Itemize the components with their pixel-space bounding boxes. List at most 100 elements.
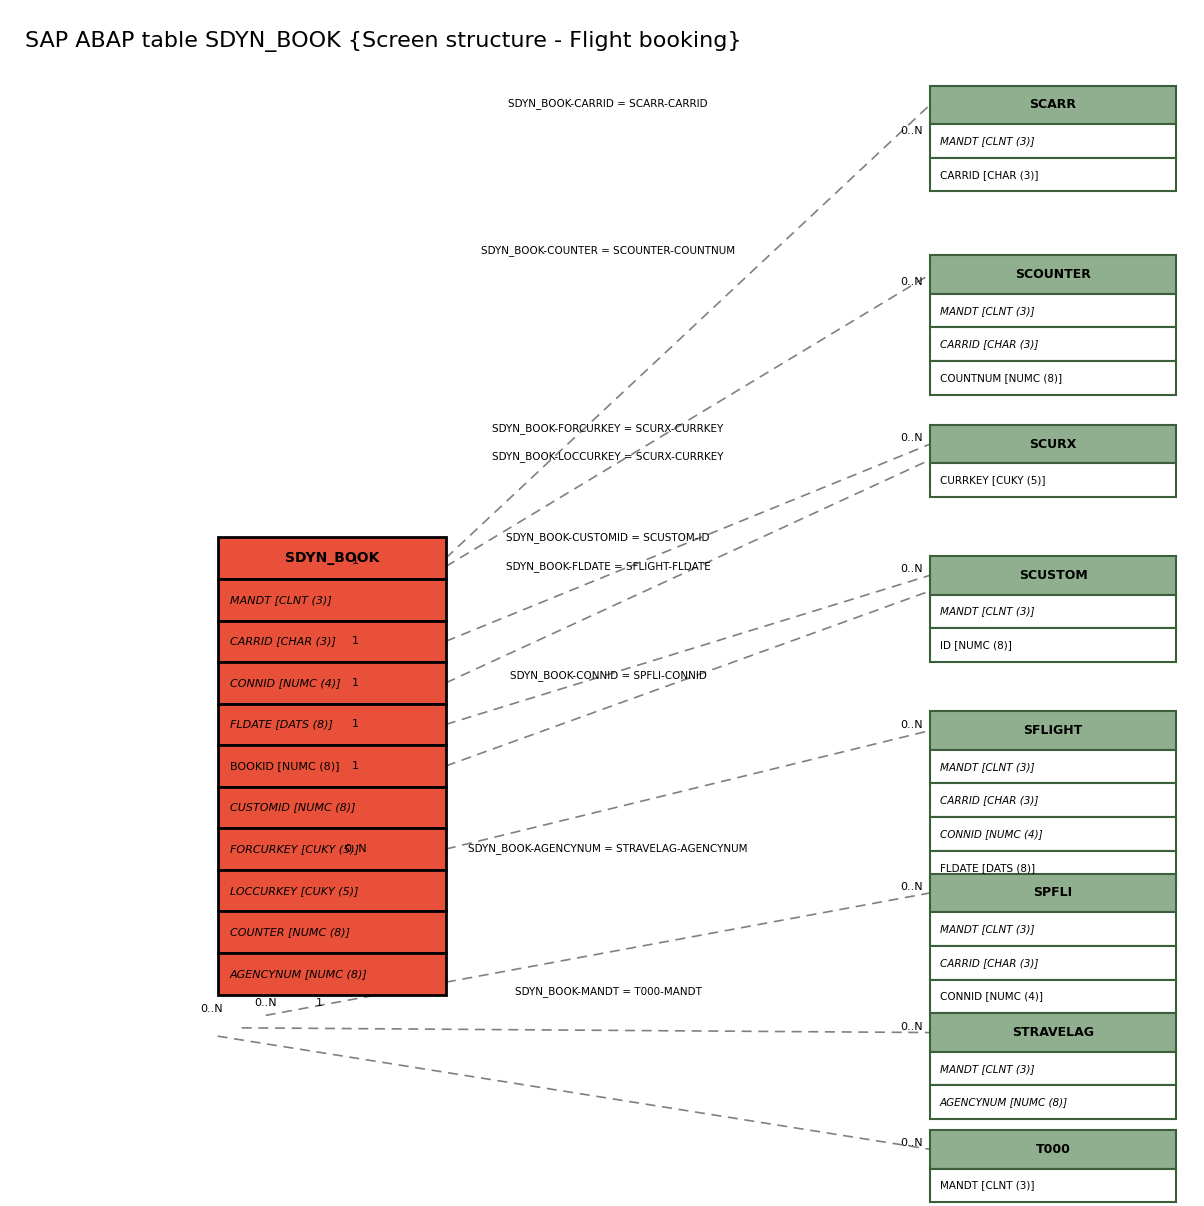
Text: SDYN_BOOK-AGENCYNUM = STRAVELAG-AGENCYNUM: SDYN_BOOK-AGENCYNUM = STRAVELAG-AGENCYNU… [468,843,748,854]
FancyBboxPatch shape [929,1052,1176,1085]
FancyBboxPatch shape [929,628,1176,662]
Text: COUNTNUM [NUMC (8)]: COUNTNUM [NUMC (8)] [939,373,1062,384]
Text: SDYN_BOOK: SDYN_BOOK [284,551,379,566]
FancyBboxPatch shape [218,621,445,662]
Text: MANDT [CLNT (3)]: MANDT [CLNT (3)] [939,1064,1034,1073]
FancyBboxPatch shape [929,946,1176,979]
Text: CONNID [NUMC (4)]: CONNID [NUMC (4)] [230,678,341,687]
FancyBboxPatch shape [218,870,445,912]
Text: FLDATE [DATS (8)]: FLDATE [DATS (8)] [939,862,1034,873]
FancyBboxPatch shape [218,912,445,953]
Text: BOOKID [NUMC (8)]: BOOKID [NUMC (8)] [230,761,340,771]
FancyBboxPatch shape [218,538,445,579]
Text: CARRID [CHAR (3)]: CARRID [CHAR (3)] [939,339,1038,350]
Text: FLDATE [DATS (8)]: FLDATE [DATS (8)] [230,720,332,730]
Text: SDYN_BOOK-CUSTOMID = SCUSTOM-ID: SDYN_BOOK-CUSTOMID = SCUSTOM-ID [506,533,709,544]
Text: CURRKEY [CUKY (5)]: CURRKEY [CUKY (5)] [939,475,1045,485]
Text: MANDT [CLNT (3)]: MANDT [CLNT (3)] [939,924,1034,935]
FancyBboxPatch shape [929,1085,1176,1119]
Text: 0..N: 0..N [899,1021,922,1031]
Text: 0..N: 0..N [899,882,922,892]
Text: SDYN_BOOK-CONNID = SPFLI-CONNID: SDYN_BOOK-CONNID = SPFLI-CONNID [509,669,707,680]
Text: 0..N: 0..N [344,844,367,854]
Text: SDYN_BOOK-FORCURKEY = SCURX-CURRKEY: SDYN_BOOK-FORCURKEY = SCURX-CURRKEY [492,423,724,434]
FancyBboxPatch shape [218,579,445,621]
Text: SDYN_BOOK-LOCCURKEY = SCURX-CURRKEY: SDYN_BOOK-LOCCURKEY = SCURX-CURRKEY [492,451,724,462]
FancyBboxPatch shape [929,1013,1176,1052]
FancyBboxPatch shape [929,912,1176,946]
FancyBboxPatch shape [218,703,445,745]
FancyBboxPatch shape [218,786,445,829]
Text: SCOUNTER: SCOUNTER [1015,268,1091,281]
Text: 1: 1 [317,997,323,1008]
Text: SCARR: SCARR [1029,99,1076,111]
Text: 1: 1 [353,556,359,566]
Text: 1: 1 [353,637,359,646]
Text: 0..N: 0..N [899,720,922,730]
Text: 1: 1 [353,761,359,771]
Text: 0..N: 0..N [899,1138,922,1148]
Text: CARRID [CHAR (3)]: CARRID [CHAR (3)] [939,170,1038,180]
Text: MANDT [CLNT (3)]: MANDT [CLNT (3)] [939,305,1034,316]
Text: AGENCYNUM [NUMC (8)]: AGENCYNUM [NUMC (8)] [230,968,367,979]
FancyBboxPatch shape [929,784,1176,818]
FancyBboxPatch shape [929,818,1176,851]
FancyBboxPatch shape [218,829,445,870]
Text: FORCURKEY [CUKY (5)]: FORCURKEY [CUKY (5)] [230,844,359,854]
Text: AGENCYNUM [NUMC (8)]: AGENCYNUM [NUMC (8)] [939,1097,1068,1107]
Text: MANDT [CLNT (3)]: MANDT [CLNT (3)] [939,607,1034,616]
FancyBboxPatch shape [929,595,1176,628]
Text: SDYN_BOOK-MANDT = T000-MANDT: SDYN_BOOK-MANDT = T000-MANDT [514,987,702,997]
Text: 0..N: 0..N [899,127,922,136]
FancyBboxPatch shape [929,556,1176,595]
FancyBboxPatch shape [929,712,1176,750]
Text: COUNTER [NUMC (8)]: COUNTER [NUMC (8)] [230,927,349,937]
Text: 0..N: 0..N [200,1005,223,1014]
Text: LOCCURKEY [CUKY (5)]: LOCCURKEY [CUKY (5)] [230,885,358,896]
FancyBboxPatch shape [929,425,1176,463]
FancyBboxPatch shape [929,294,1176,328]
FancyBboxPatch shape [929,979,1176,1013]
Text: SDYN_BOOK-FLDATE = SFLIGHT-FLDATE: SDYN_BOOK-FLDATE = SFLIGHT-FLDATE [506,562,710,573]
Text: SCURX: SCURX [1029,438,1076,451]
FancyBboxPatch shape [218,662,445,703]
FancyBboxPatch shape [929,750,1176,784]
FancyBboxPatch shape [929,851,1176,884]
FancyBboxPatch shape [929,873,1176,912]
Text: 0..N: 0..N [899,564,922,574]
FancyBboxPatch shape [929,86,1176,124]
FancyBboxPatch shape [929,256,1176,294]
FancyBboxPatch shape [218,745,445,786]
FancyBboxPatch shape [929,158,1176,192]
Text: CARRID [CHAR (3)]: CARRID [CHAR (3)] [939,958,1038,967]
Text: 0..N: 0..N [899,433,922,443]
FancyBboxPatch shape [929,463,1176,497]
Text: 1: 1 [353,678,359,687]
Text: CARRID [CHAR (3)]: CARRID [CHAR (3)] [939,795,1038,806]
Text: CARRID [CHAR (3)]: CARRID [CHAR (3)] [230,637,336,646]
Text: 1: 1 [353,720,359,730]
Text: MANDT [CLNT (3)]: MANDT [CLNT (3)] [939,1181,1034,1190]
FancyBboxPatch shape [218,953,445,995]
Text: SCUSTOM: SCUSTOM [1019,569,1087,581]
FancyBboxPatch shape [929,124,1176,158]
FancyBboxPatch shape [929,1169,1176,1202]
Text: SDYN_BOOK-COUNTER = SCOUNTER-COUNTNUM: SDYN_BOOK-COUNTER = SCOUNTER-COUNTNUM [480,245,736,256]
Text: MANDT [CLNT (3)]: MANDT [CLNT (3)] [230,595,331,604]
Text: SFLIGHT: SFLIGHT [1023,724,1082,737]
Text: SAP ABAP table SDYN_BOOK {Screen structure - Flight booking}: SAP ABAP table SDYN_BOOK {Screen structu… [25,31,742,53]
Text: MANDT [CLNT (3)]: MANDT [CLNT (3)] [939,762,1034,772]
Text: CUSTOMID [NUMC (8)]: CUSTOMID [NUMC (8)] [230,802,355,813]
FancyBboxPatch shape [929,361,1176,394]
Text: STRAVELAG: STRAVELAG [1013,1026,1094,1040]
Text: SPFLI: SPFLI [1033,886,1073,900]
Text: CONNID [NUMC (4)]: CONNID [NUMC (4)] [939,829,1043,839]
Text: 0..N: 0..N [254,997,277,1008]
Text: CONNID [NUMC (4)]: CONNID [NUMC (4)] [939,991,1043,1001]
Text: SDYN_BOOK-CARRID = SCARR-CARRID: SDYN_BOOK-CARRID = SCARR-CARRID [508,98,708,109]
FancyBboxPatch shape [929,328,1176,361]
FancyBboxPatch shape [929,1130,1176,1169]
Text: T000: T000 [1035,1143,1070,1155]
Text: ID [NUMC (8)]: ID [NUMC (8)] [939,640,1011,650]
Text: MANDT [CLNT (3)]: MANDT [CLNT (3)] [939,136,1034,146]
